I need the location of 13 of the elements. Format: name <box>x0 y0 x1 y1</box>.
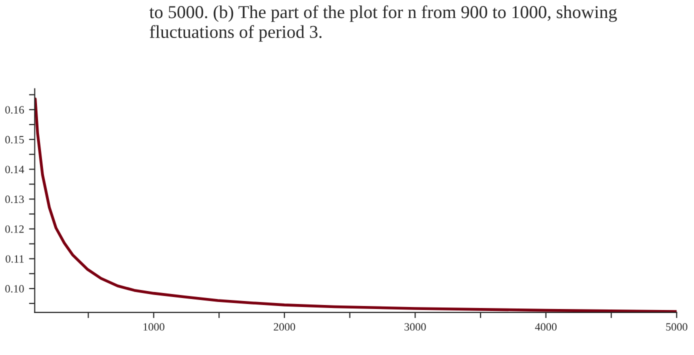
y-tick-label: 0.11 <box>6 255 24 263</box>
y-tick-label: 0.12 <box>5 225 24 233</box>
y-tick-label: 0.16 <box>5 106 24 114</box>
x-tick-label: 3000 <box>404 323 426 331</box>
y-tick-label: 0.13 <box>5 196 24 204</box>
y-tick-label: 0.14 <box>5 166 24 174</box>
y-tick-label: 0.15 <box>5 136 24 144</box>
x-tick-label: 5000 <box>666 323 688 331</box>
chart-title: to 5000. (b) The part of the plot for n from 900 to 1000, showing fluctuations of period 3. <box>149 5 617 42</box>
x-tick-label: 4000 <box>535 323 557 331</box>
x-tick-label: 2000 <box>274 323 296 331</box>
x-tick-label: 1000 <box>144 323 164 331</box>
y-tick-label: 0.10 <box>5 285 24 293</box>
